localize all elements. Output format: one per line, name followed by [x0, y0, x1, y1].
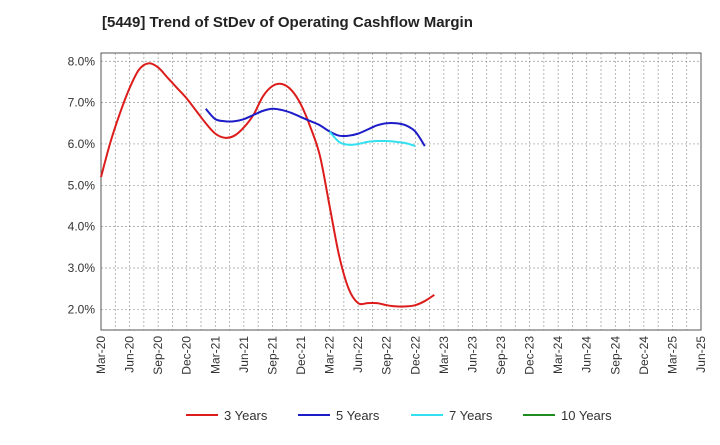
series-line-2 — [205, 107, 426, 147]
x-tick-label: Mar-21 — [208, 336, 222, 374]
x-tick-label: Mar-23 — [437, 336, 451, 374]
legend-label-2: 5 Years — [336, 408, 380, 423]
x-tick-label: Sep-24 — [608, 336, 622, 375]
x-tick-label: Sep-23 — [494, 336, 508, 375]
x-tick-label: Dec-20 — [180, 336, 194, 375]
plot-frame — [100, 52, 702, 331]
legend-label-3: 7 Years — [449, 408, 493, 423]
x-tick-label: Dec-23 — [523, 336, 537, 375]
series-line-1 — [100, 62, 435, 308]
x-tick-label: Jun-23 — [465, 336, 479, 373]
x-tick-label: Jun-20 — [123, 336, 137, 373]
x-tick-label: Dec-24 — [637, 336, 651, 375]
legend-label-4: 10 Years — [561, 408, 612, 423]
x-tick-label: Jun-24 — [580, 336, 594, 373]
legend-label-1: 3 Years — [224, 408, 268, 423]
x-tick-label: Dec-21 — [294, 336, 308, 375]
x-tick-label: Jun-21 — [237, 336, 251, 373]
plot-area — [101, 53, 701, 330]
series-line-3 — [328, 130, 416, 147]
y-tick-label: 7.0% — [68, 96, 96, 110]
y-tick-label: 4.0% — [68, 220, 96, 234]
x-tick-label: Mar-20 — [94, 336, 108, 374]
x-tick-label: Sep-22 — [380, 336, 394, 375]
x-tick-label: Sep-20 — [151, 336, 165, 375]
x-tick-label: Sep-21 — [265, 336, 279, 375]
y-tick-label: 5.0% — [68, 178, 96, 192]
x-tick-label: Mar-24 — [551, 336, 565, 374]
chart-title: [5449] Trend of StDev of Operating Cashf… — [102, 14, 473, 31]
y-tick-label: 6.0% — [68, 137, 96, 151]
x-tick-label: Mar-22 — [323, 336, 337, 374]
x-tick-label: Jun-22 — [351, 336, 365, 373]
y-tick-label: 8.0% — [68, 54, 96, 68]
x-tick-label: Dec-22 — [408, 336, 422, 375]
y-tick-label: 2.0% — [68, 302, 96, 316]
x-tick-label: Jun-25 — [694, 336, 708, 373]
y-tick-label: 3.0% — [68, 261, 96, 275]
x-tick-label: Mar-25 — [665, 336, 679, 374]
